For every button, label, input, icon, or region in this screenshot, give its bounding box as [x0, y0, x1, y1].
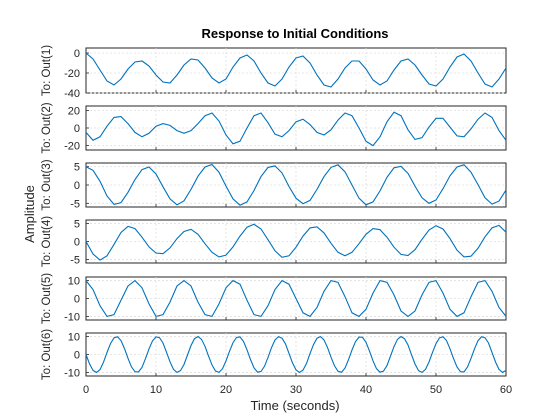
y-tick-label: -10: [64, 311, 80, 323]
chart-title: Response to Initial Conditions: [201, 26, 388, 41]
x-tick-label: 10: [150, 384, 162, 396]
y-tick-label: 0: [74, 48, 80, 60]
subplot-3: 5 0 -5 To: Out(3): [41, 159, 507, 211]
subplot-1: 0 -20 -40 To: Out(1): [41, 45, 507, 100]
series-line-3: [85, 163, 507, 206]
y-tick-label: -20: [64, 141, 80, 153]
x-tick-label: 20: [220, 384, 232, 396]
y-tick-label: -10: [64, 367, 80, 379]
series-line-2: [85, 111, 507, 147]
channel-label-2: To: Out(2): [41, 102, 53, 153]
x-tick-label: 40: [360, 384, 372, 396]
x-tick-labels: 0 10 20 30 40 50 60: [83, 384, 512, 396]
y-tick-label: 0: [74, 350, 80, 362]
x-tick-label: 50: [430, 384, 442, 396]
series-line-5: [85, 279, 507, 318]
x-axis-label: Time (seconds): [250, 398, 339, 413]
y-tick-label: 5: [74, 162, 80, 174]
channel-label-1: To: Out(1): [41, 45, 53, 96]
x-tick-label: 60: [500, 384, 512, 396]
series-line-6: [85, 335, 507, 374]
y-tick-label: -20: [64, 68, 80, 80]
y-tick-label: 0: [74, 294, 80, 306]
subplot-6: 10 0 -10 To: Out(6): [41, 329, 507, 380]
y-tick-label: 5: [74, 219, 80, 231]
series-line-4: [85, 223, 507, 261]
y-tick-label: -5: [70, 198, 80, 210]
subplot-frame: [85, 47, 507, 94]
subplot-4: 5 0 -5 To: Out(4): [41, 216, 507, 267]
subplot-5: 10 0 -10 To: Out(5): [41, 273, 507, 324]
y-axis-label: Amplitude: [22, 185, 37, 243]
y-tick-label: 10: [68, 276, 80, 288]
y-tick-label: 10: [68, 332, 80, 344]
x-tick-label: 30: [290, 384, 302, 396]
series-line-1: [85, 52, 507, 88]
y-tick-label: 0: [74, 123, 80, 135]
y-tick-label: -40: [64, 88, 80, 100]
y-tick-label: 0: [74, 180, 80, 192]
y-tick-label: 0: [74, 237, 80, 249]
x-tick-label: 0: [83, 384, 89, 396]
channel-label-6: To: Out(6): [41, 329, 53, 380]
y-tick-label: -5: [70, 254, 80, 266]
channel-label-4: To: Out(4): [41, 216, 53, 267]
subplot-2: 20 0 -20 To: Out(2): [41, 102, 507, 154]
channel-label-5: To: Out(5): [41, 273, 53, 324]
y-tick-label: 20: [68, 105, 80, 117]
channel-label-3: To: Out(3): [41, 159, 53, 210]
subplot-panels: 0 -20 -40 To: Out(1) 20 0 -20 To: Out(2) 5 0 -5 To:…: [41, 45, 507, 380]
